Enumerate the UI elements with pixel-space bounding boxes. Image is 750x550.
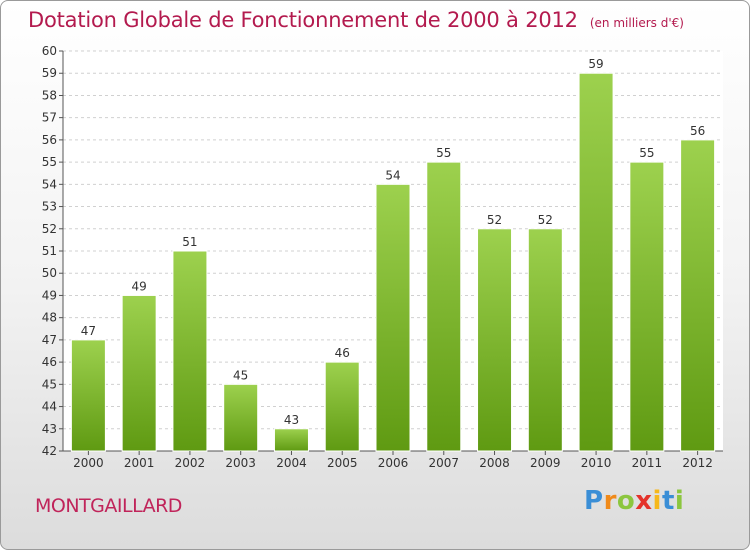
bar bbox=[578, 72, 614, 452]
bar bbox=[223, 383, 259, 452]
y-tick-label: 49 bbox=[42, 288, 57, 302]
x-tick-label: 2006 bbox=[378, 456, 409, 470]
data-label: 54 bbox=[385, 168, 400, 182]
bar bbox=[426, 161, 462, 452]
data-label: 59 bbox=[588, 57, 603, 71]
y-tick-label: 52 bbox=[42, 222, 57, 236]
data-label: 55 bbox=[436, 146, 451, 160]
bar bbox=[273, 428, 309, 452]
y-tick-label: 55 bbox=[42, 155, 57, 169]
x-tick-label: 2003 bbox=[225, 456, 256, 470]
logo-letter: x bbox=[635, 486, 653, 516]
data-label: 51 bbox=[182, 235, 197, 249]
bar bbox=[527, 228, 563, 452]
y-tick-label: 57 bbox=[42, 111, 57, 125]
data-label: 46 bbox=[335, 346, 350, 360]
data-label: 55 bbox=[639, 146, 654, 160]
x-tick-label: 2009 bbox=[530, 456, 561, 470]
proxiti-logo: Proxiti bbox=[584, 486, 684, 516]
commune-name: MONTGAILLARD bbox=[35, 495, 182, 517]
bar bbox=[70, 339, 106, 452]
logo-letter: t bbox=[661, 486, 675, 516]
y-tick-label: 54 bbox=[42, 177, 57, 191]
x-tick-label: 2005 bbox=[327, 456, 358, 470]
y-tick-label: 47 bbox=[42, 333, 57, 347]
x-tick-label: 2000 bbox=[73, 456, 104, 470]
bar bbox=[629, 161, 665, 452]
bar bbox=[172, 250, 208, 452]
y-tick-label: 44 bbox=[42, 400, 57, 414]
logo-letter: i bbox=[674, 486, 685, 516]
y-tick-label: 45 bbox=[42, 377, 57, 391]
x-tick-label: 2002 bbox=[175, 456, 206, 470]
data-label: 56 bbox=[690, 124, 705, 138]
data-label: 49 bbox=[132, 279, 147, 293]
data-label: 47 bbox=[81, 324, 96, 338]
logo-letter: o bbox=[616, 486, 636, 516]
y-tick-label: 58 bbox=[42, 88, 57, 102]
bar bbox=[375, 183, 411, 452]
logo-letter: i bbox=[652, 486, 662, 516]
data-label: 45 bbox=[233, 368, 248, 382]
x-tick-label: 2011 bbox=[632, 456, 663, 470]
data-label: 43 bbox=[284, 413, 299, 427]
y-tick-label: 48 bbox=[42, 311, 57, 325]
y-tick-label: 53 bbox=[42, 200, 57, 214]
x-tick-label: 2008 bbox=[479, 456, 510, 470]
chart-title-text: Dotation Globale de Fonctionnement de 20… bbox=[28, 8, 578, 32]
y-tick-label: 46 bbox=[42, 355, 57, 369]
logo-letter: P bbox=[584, 486, 604, 516]
y-tick-label: 51 bbox=[42, 244, 57, 258]
y-tick-label: 42 bbox=[42, 444, 57, 458]
x-tick-label: 2010 bbox=[581, 456, 612, 470]
x-tick-label: 2001 bbox=[124, 456, 155, 470]
chart-title: Dotation Globale de Fonctionnement de 20… bbox=[28, 8, 684, 32]
y-tick-label: 43 bbox=[42, 422, 57, 436]
bar bbox=[680, 139, 716, 452]
x-tick-label: 2007 bbox=[428, 456, 459, 470]
data-label: 52 bbox=[538, 213, 553, 227]
y-tick-label: 60 bbox=[42, 44, 57, 58]
bar bbox=[324, 361, 360, 452]
y-tick-label: 50 bbox=[42, 266, 57, 280]
chart-unit: (en milliers d'€) bbox=[589, 16, 684, 30]
logo-letter: r bbox=[603, 486, 617, 516]
x-tick-label: 2012 bbox=[682, 456, 713, 470]
x-tick-label: 2004 bbox=[276, 456, 307, 470]
bar bbox=[477, 228, 513, 452]
bar bbox=[121, 294, 157, 452]
data-label: 52 bbox=[487, 213, 502, 227]
y-tick-label: 56 bbox=[42, 133, 57, 147]
y-tick-label: 59 bbox=[42, 66, 57, 80]
